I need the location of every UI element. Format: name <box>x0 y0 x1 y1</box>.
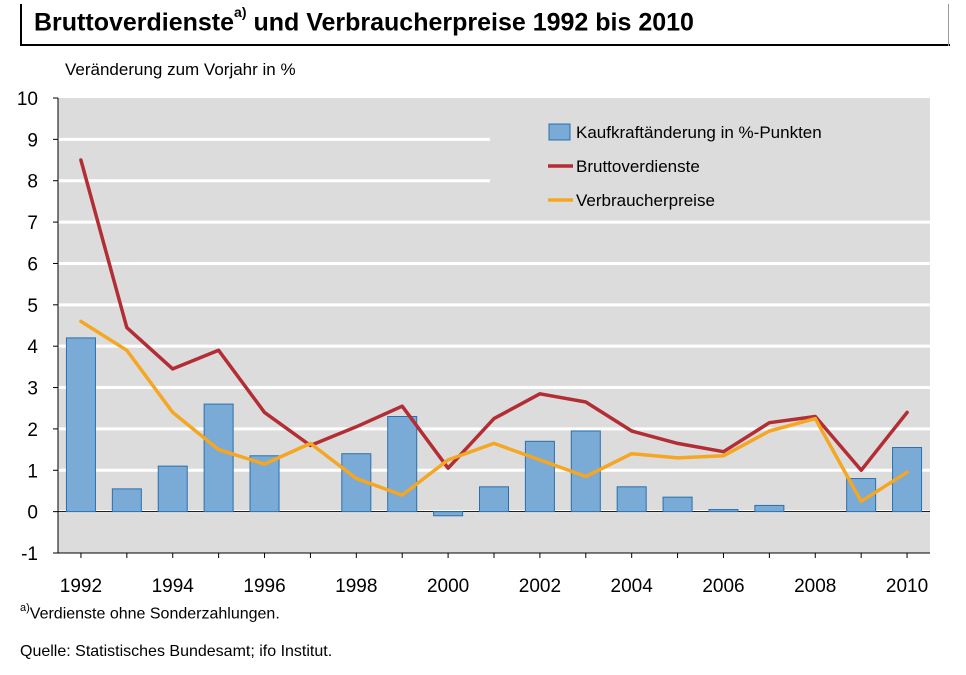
y-tick-label: 3 <box>27 379 38 400</box>
y-tick-label: 5 <box>27 296 38 317</box>
chart-title: Bruttoverdienstea) und Verbraucherpreise… <box>34 4 694 37</box>
footnote-marker: a) <box>20 602 30 614</box>
bar-kaufkraft <box>479 486 509 513</box>
y-tick-label: 10 <box>17 89 38 110</box>
bar-kaufkraft <box>708 509 739 513</box>
legend-swatch-bar <box>548 123 571 141</box>
line-verbraucherpreise <box>79 319 909 504</box>
x-tick-label: 1998 <box>335 576 377 597</box>
footnote-text: Verdienste ohne Sonderzahlungen. <box>29 605 280 623</box>
x-tick-label: 2006 <box>702 576 744 597</box>
bar-kaufkraft <box>387 416 418 513</box>
y-tick-label: 6 <box>27 254 38 275</box>
bar-kaufkraft <box>754 504 785 513</box>
legend-label: Kaufkraftänderung in %-Punkten <box>576 123 822 142</box>
chart-canvas: -1 0 1 2 3 4 5 6 7 8 9 10 1992 1994 1996 1998 2000 2002 20… <box>17 89 930 597</box>
y-tick-label: 9 <box>27 130 38 151</box>
y-tick-label: 2 <box>27 420 38 441</box>
title-rule-bottom <box>20 44 950 46</box>
bar-kaufkraft <box>65 337 96 513</box>
x-tick-label: 2010 <box>886 576 928 597</box>
y-tick-label: -1 <box>21 544 38 565</box>
x-tick-label: 1994 <box>152 576 195 597</box>
y-tick-label: 8 <box>27 172 38 193</box>
bar-kaufkraft <box>616 486 647 513</box>
x-tick-label: 2002 <box>519 576 561 597</box>
y-tick-label: 0 <box>27 503 38 524</box>
bar-kaufkraft <box>157 465 188 513</box>
y-tick-label: 1 <box>27 461 38 482</box>
x-tick-label: 1996 <box>243 576 285 597</box>
chart-title-rest: und Verbraucherpreise 1992 bis 2010 <box>246 8 694 37</box>
x-tick-label: 2004 <box>611 576 654 597</box>
bar-kaufkraft <box>662 496 693 513</box>
x-tick-label: 1992 <box>60 576 102 597</box>
footnote: a)Verdienste ohne Sonderzahlungen. <box>20 602 280 623</box>
legend-label: Verbraucherpreise <box>576 191 715 210</box>
bar-kaufkraft <box>203 403 234 513</box>
chart-title-main: Bruttoverdienste <box>34 8 235 37</box>
y-axis-unit-label: Veränderung zum Vorjahr in % <box>65 60 296 79</box>
y-tick-label: 4 <box>27 337 38 358</box>
y-tick-label: 7 <box>27 213 38 234</box>
title-rule-right <box>948 4 949 46</box>
title-rule-left <box>20 4 22 44</box>
bar-kaufkraft <box>433 511 464 517</box>
bar-kaufkraft <box>524 440 555 513</box>
line-bruttoverdienste <box>79 158 909 473</box>
bar-kaufkraft <box>111 488 142 513</box>
chart-title-footnote-marker: a) <box>234 4 247 20</box>
legend-label: Bruttoverdienste <box>576 157 700 176</box>
source-note: Quelle: Statistisches Bundesamt; ifo Ins… <box>20 643 333 660</box>
title-frame: Bruttoverdienstea) und Verbraucherpreise… <box>20 4 950 46</box>
x-tick-label: 2000 <box>427 576 469 597</box>
x-tick-label: 2008 <box>794 576 836 597</box>
